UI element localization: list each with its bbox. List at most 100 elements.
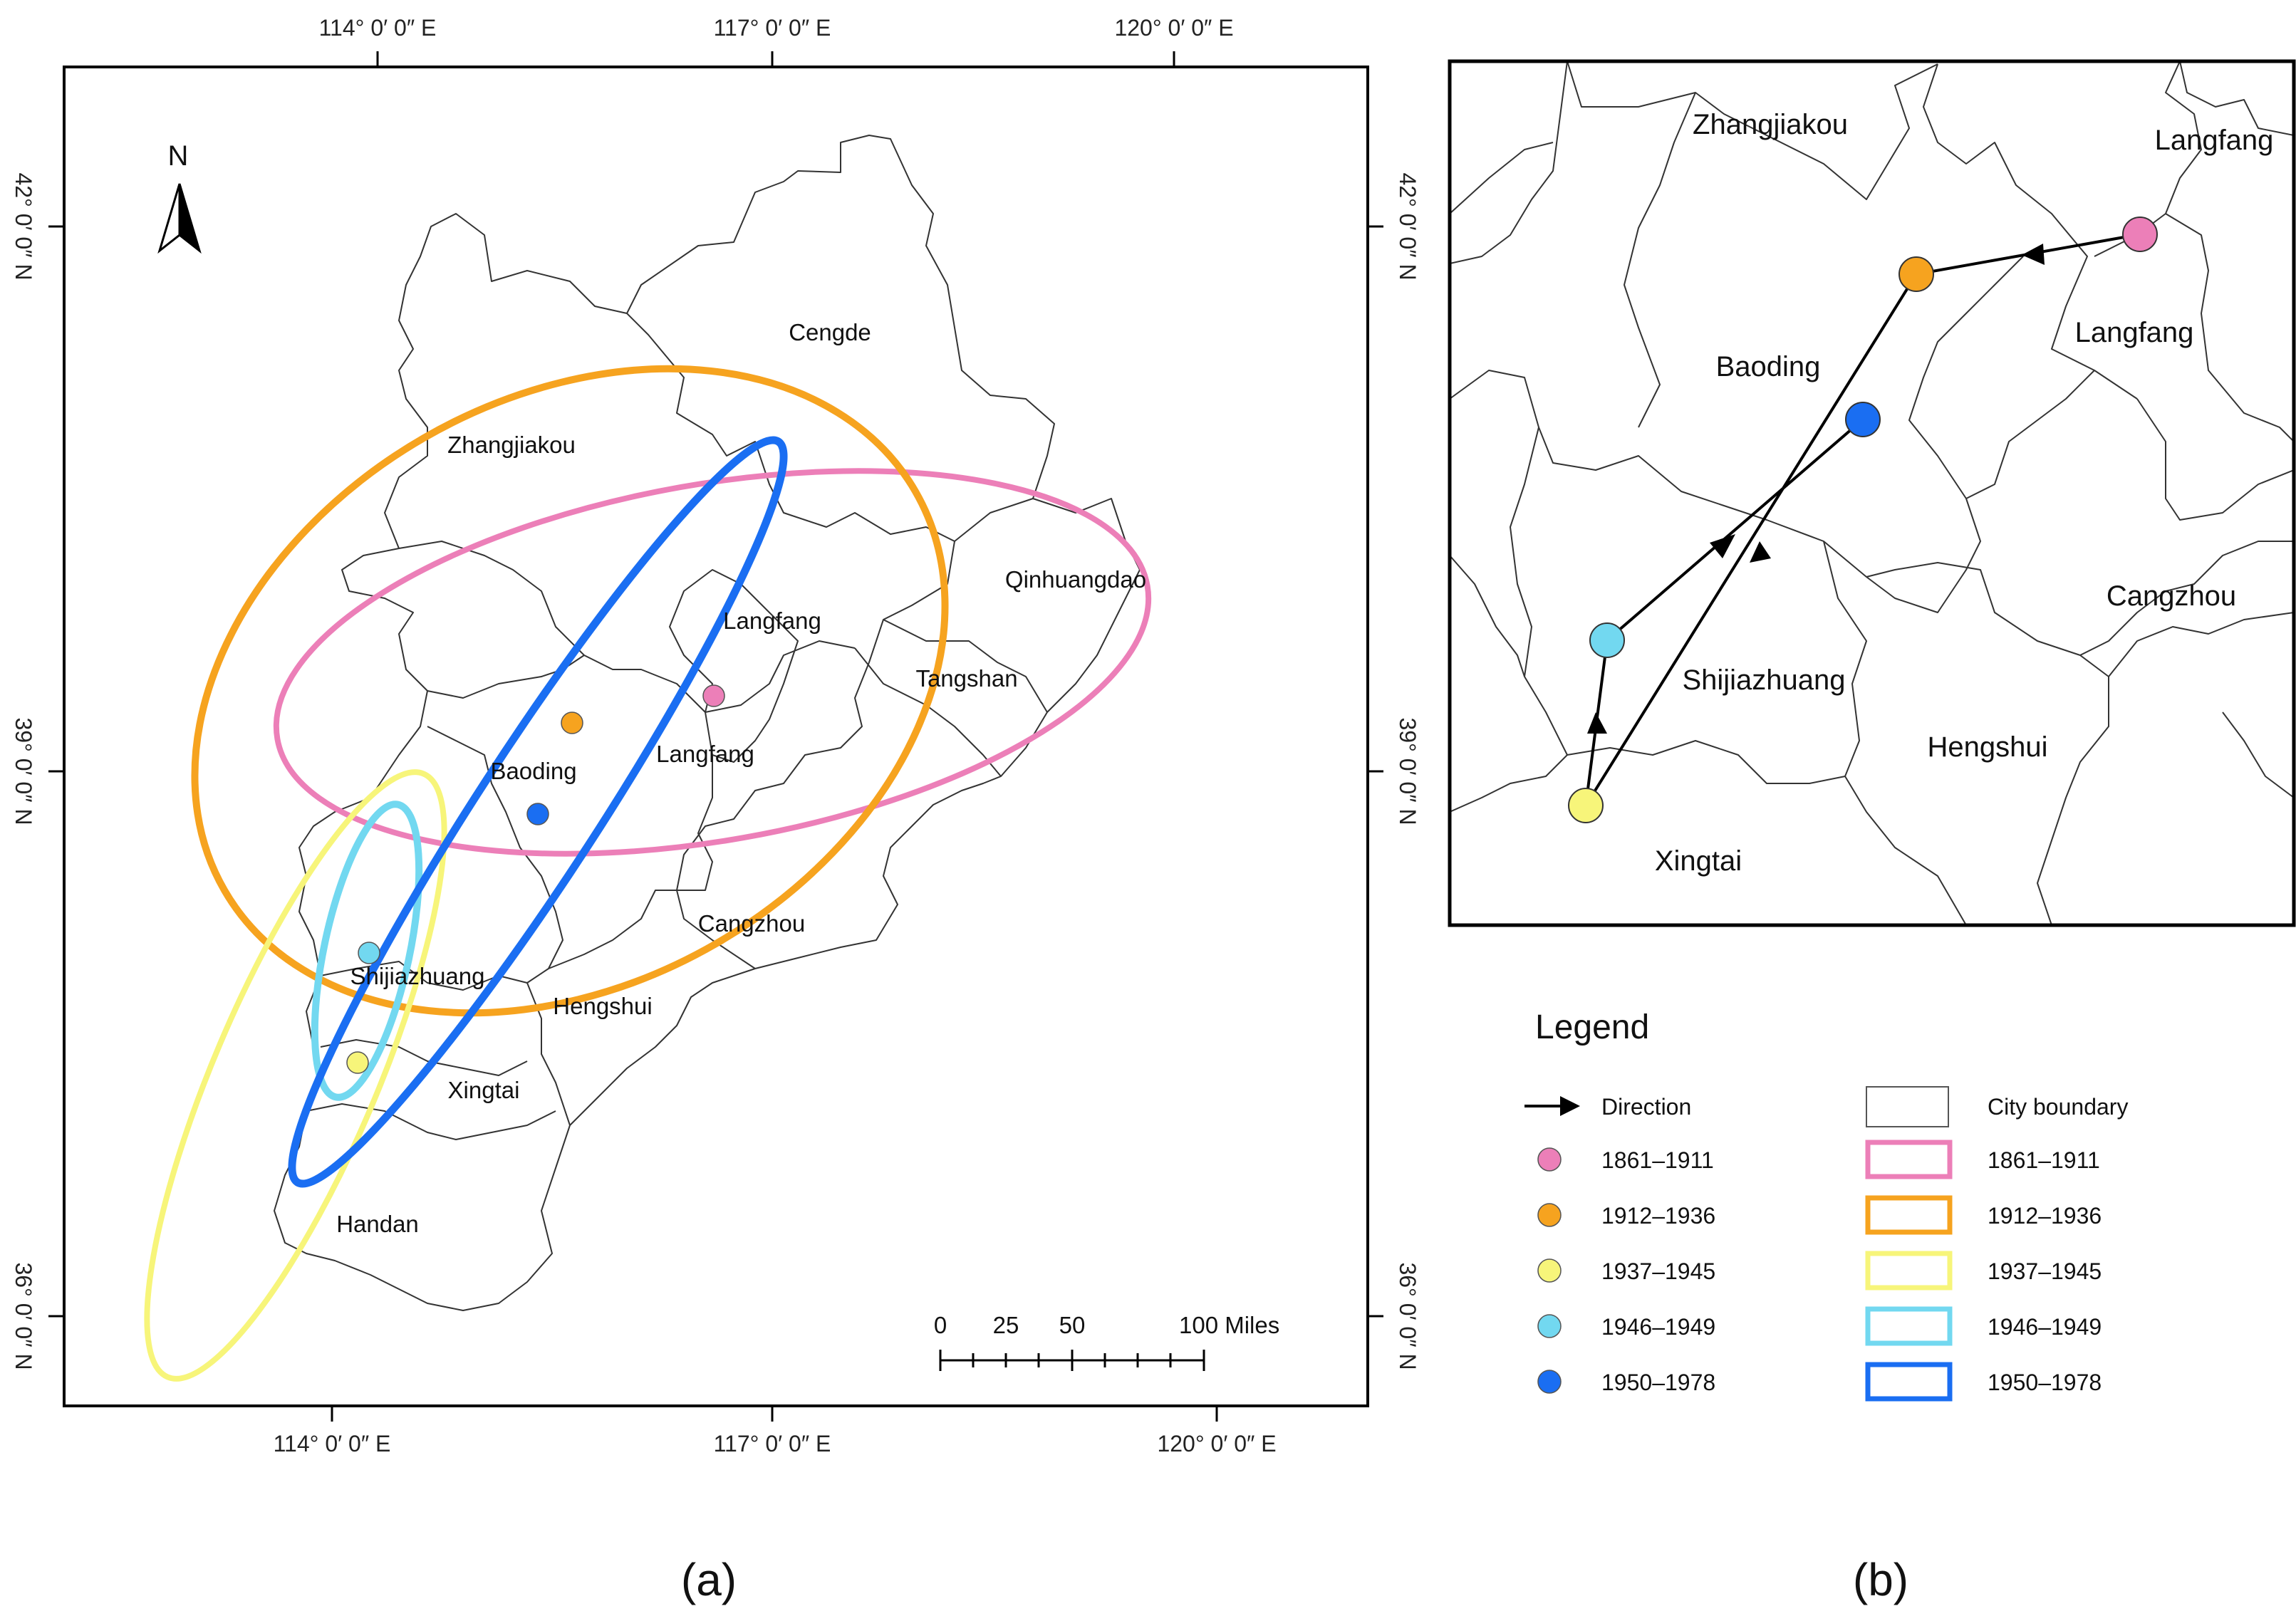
hebei-outline	[274, 135, 1141, 1311]
b-center-1946-1949	[1589, 622, 1625, 658]
ellipse-1912-1936	[191, 365, 949, 1017]
lat-tick-left-39: 39° 0′ 0″ N	[11, 717, 36, 825]
panel-b-centers	[1568, 217, 2158, 823]
legend-point-1950-1978	[1537, 1370, 1562, 1394]
legend-ellipse-label-5: 1950–1978	[1988, 1370, 2102, 1395]
center-1861-1911	[702, 684, 725, 707]
b-center-1937-1945	[1568, 788, 1604, 823]
city-label-tangshan: Tangshan	[915, 665, 1017, 692]
legend-ellipse-1861-1911	[1865, 1140, 1953, 1179]
b-label-xingtai: Xingtai	[1655, 845, 1742, 877]
legend-point-1937-1945	[1537, 1258, 1562, 1283]
caption-b: (b)	[1853, 1554, 1908, 1605]
city-label-shijiazhuang: Shijiazhuang	[350, 963, 485, 989]
b-label-hengshui: Hengshui	[1927, 731, 2047, 763]
legend-direction-label: Direction	[1601, 1094, 1691, 1120]
legend: Legend Direction City boundary 1861–1911…	[1524, 1008, 2128, 1402]
city-label-cangzhou: Cangzhou	[698, 910, 805, 937]
ellipse-1861-1911	[273, 468, 1152, 857]
b-label-cangzhou: Cangzhou	[2107, 580, 2236, 612]
center-1950-1978	[526, 803, 549, 825]
center-1946-1949	[358, 942, 380, 964]
deviational-ellipses	[144, 365, 1152, 1382]
legend-ellipse-label-2: 1912–1936	[1988, 1203, 2102, 1229]
north-arrow-icon: N	[157, 140, 202, 254]
legend-ellipse-1950-1978	[1865, 1362, 1953, 1402]
ellipse-1950-1978	[288, 436, 788, 1188]
lat-tick-left-42: 42° 0′ 0″ N	[11, 172, 36, 280]
legend-point-1861-1911	[1537, 1147, 1562, 1172]
city-label-handan: Handan	[336, 1211, 419, 1237]
lat-tick-right-39: 39° 0′ 0″ N	[1395, 717, 1420, 825]
legend-ellipse-1937-1945	[1865, 1251, 1953, 1291]
legend-point-label-4: 1946–1949	[1601, 1314, 1715, 1340]
b-label-zhangjiakou: Zhangjiakou	[1693, 109, 1848, 140]
b-label-baoding: Baoding	[1716, 351, 1821, 382]
lon-tick-top-114: 114° 0′ 0″ E	[319, 15, 437, 41]
legend-ellipse-label-4: 1946–1949	[1988, 1314, 2102, 1340]
ellipse-1946-1949	[311, 801, 423, 1101]
legend-point-label-2: 1912–1936	[1601, 1203, 1715, 1229]
direction-arrow-2-icon	[1750, 541, 1771, 563]
city-label-cengde: Cengde	[789, 319, 871, 345]
b-center-1861-1911	[2122, 217, 2158, 252]
legend-direction-arrow-icon	[1560, 1096, 1580, 1116]
legend-point-1946-1949	[1537, 1314, 1562, 1338]
ellipse-1937-1945	[144, 769, 447, 1382]
direction-arrow-4-icon	[1710, 534, 1735, 558]
panel-b-map: Zhangjiakou Langfang Langfang Baoding Ca…	[1448, 59, 2296, 927]
city-label-zhangjiakou: Zhangjiakou	[447, 432, 576, 458]
city-labels: Cengde Zhangjiakou Qinhuangdao Langfang …	[336, 319, 1146, 1237]
migration-path	[1584, 233, 2141, 807]
center-1937-1945	[346, 1051, 369, 1074]
lon-tick-bottom-120: 120° 0′ 0″ E	[1157, 1431, 1276, 1456]
scale-tick-0: 0	[934, 1312, 947, 1338]
panel-a-map: 114° 0′ 0″ E 117° 0′ 0″ E 120° 0′ 0″ E 1…	[11, 15, 1420, 1456]
legend-ellipse-1912-1936	[1865, 1195, 1953, 1235]
legend-ellipse-label-1: 1861–1911	[1988, 1147, 2100, 1173]
b-label-langfang-corner: Langfang	[2155, 125, 2274, 156]
scale-tick-100: 100 Miles	[1179, 1312, 1279, 1338]
legend-point-label-1: 1861–1911	[1601, 1147, 1714, 1173]
legend-ellipse-label-3: 1937–1945	[1988, 1258, 2102, 1284]
lon-tick-bottom-114: 114° 0′ 0″ E	[274, 1431, 391, 1456]
lat-tick-right-42: 42° 0′ 0″ N	[1395, 172, 1420, 280]
city-label-langfang-north: Langfang	[723, 608, 821, 634]
direction-arrow-1-icon	[2022, 244, 2045, 265]
center-1912-1936	[561, 711, 583, 734]
panel-b-frame	[1448, 59, 2296, 927]
city-label-langfang-south: Langfang	[656, 741, 754, 767]
lon-tick-top-117: 117° 0′ 0″ E	[714, 15, 831, 41]
panel-a-frame	[63, 66, 1369, 1407]
panel-b-city-labels: Zhangjiakou Langfang Langfang Baoding Ca…	[1655, 109, 2274, 877]
legend-boundary-swatch	[1866, 1086, 1949, 1127]
graticule-ticks	[48, 51, 1383, 1422]
lat-tick-right-36: 36° 0′ 0″ N	[1395, 1262, 1420, 1370]
scale-tick-50: 50	[1059, 1312, 1086, 1338]
legend-ellipse-1946-1949	[1865, 1306, 1953, 1346]
legend-point-label-3: 1937–1945	[1601, 1258, 1715, 1284]
city-label-xingtai: Xingtai	[448, 1077, 520, 1103]
scale-tick-25: 25	[993, 1312, 1019, 1338]
legend-point-1912-1936	[1537, 1203, 1562, 1227]
panel-b-boundaries	[1450, 61, 2294, 925]
mean-centers	[346, 684, 725, 1074]
scale-bar: 0 25 50 100 Miles	[934, 1312, 1279, 1371]
city-label-qinhuangdao: Qinhuangdao	[1005, 566, 1146, 593]
caption-a: (a)	[681, 1554, 737, 1605]
legend-point-label-5: 1950–1978	[1601, 1370, 1715, 1395]
lon-tick-bottom-117: 117° 0′ 0″ E	[714, 1431, 831, 1456]
direction-arrow-3-icon	[1587, 712, 1607, 734]
legend-title: Legend	[1535, 1008, 1649, 1046]
lat-tick-left-36: 36° 0′ 0″ N	[11, 1262, 36, 1370]
b-center-1950-1978	[1845, 402, 1881, 437]
b-center-1912-1936	[1898, 256, 1934, 292]
b-label-shijiazhuang: Shijiazhuang	[1682, 664, 1845, 696]
legend-boundary-label: City boundary	[1988, 1094, 2128, 1120]
city-label-hengshui: Hengshui	[553, 993, 652, 1019]
lon-tick-top-120: 120° 0′ 0″ E	[1114, 15, 1233, 41]
north-label: N	[168, 140, 189, 172]
city-label-baoding: Baoding	[490, 758, 576, 784]
b-label-langfang: Langfang	[2075, 317, 2194, 348]
